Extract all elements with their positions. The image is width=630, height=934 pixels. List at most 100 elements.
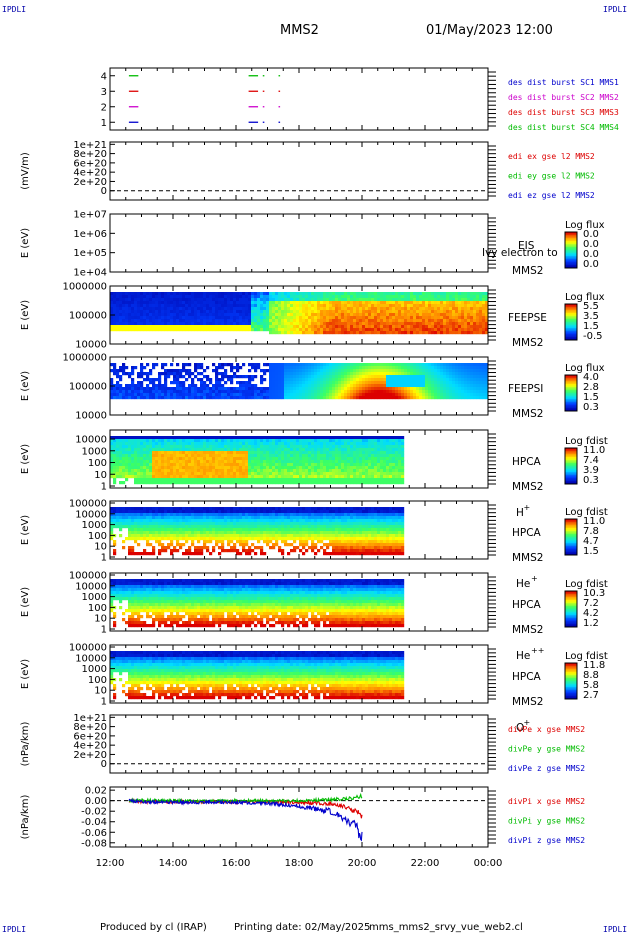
- colorbar-cell-hpca_he2: [565, 613, 577, 616]
- ytick-label-feepsi: 100000: [69, 382, 107, 393]
- ytick-label-divpi: -0.02: [81, 807, 107, 818]
- ytick-label-divpi: -0.08: [81, 838, 107, 849]
- colorbar-cell-hpca_he2: [565, 621, 577, 623]
- ylabel-edi: (mV/m): [20, 152, 31, 190]
- ylabel-hpca_o: E (eV): [20, 659, 31, 689]
- colorbar-cell-hpca_h: [565, 472, 577, 474]
- colorbar-cell-eis: [565, 239, 577, 242]
- colorbar-tick-eis: 0.0: [583, 239, 599, 250]
- ytick-label-edi: 0: [101, 186, 107, 197]
- colorbar-cell-eis: [565, 248, 577, 251]
- colorbar-tick-eis: 0.0: [583, 259, 599, 270]
- colorbar-cell-hpca_o: [565, 690, 577, 692]
- colorbar-title-eis: Log flux: [565, 220, 605, 231]
- legend-entry-edi: edi ex gse l2 MMS2: [508, 152, 595, 161]
- side-label-instrument-hpca_h: HPCA: [512, 456, 542, 468]
- colorbar-cell-eis: [565, 251, 577, 254]
- colorbar-cell-hpca_o: [565, 685, 577, 688]
- legend-entry-burst: des dist burst SC3 MMS3: [508, 108, 619, 117]
- corner-label-bottom-right: IPDLI: [603, 925, 627, 934]
- spectrogram-hpca_he2: [110, 579, 405, 628]
- colorbar-cell-feepse: [565, 323, 577, 326]
- colorbar-cell-eis: [565, 262, 577, 264]
- time-tick-label: 16:00: [222, 858, 251, 869]
- colorbar-cell-eis: [565, 263, 577, 266]
- spectrogram-hpca_he: [110, 507, 405, 556]
- divpi-series-z: [128, 798, 363, 842]
- colorbar-cell-hpca_h: [565, 455, 577, 458]
- colorbar-cell-hpca_o: [565, 693, 577, 695]
- colorbar-cell-hpca_he2: [565, 619, 577, 622]
- ytick-label-hpca_h: 10: [94, 470, 107, 481]
- colorbar-cell-feepse: [565, 319, 577, 321]
- species-label-hpca_h: H: [516, 507, 524, 519]
- colorbar-cell-hpca_o: [565, 673, 577, 676]
- colorbar-cell-eis: [565, 253, 577, 255]
- colorbar-cell-feepsi: [565, 402, 577, 404]
- colorbar-cell-feepsi: [565, 391, 577, 394]
- ylabel-feepse: E (eV): [20, 300, 31, 330]
- side-label-instrument-hpca_he: HPCA: [512, 527, 542, 539]
- legend-entry-divpi: divPi x gse MMS2: [508, 797, 585, 806]
- colorbar-cell-hpca_he: [565, 541, 577, 544]
- colorbar-cell-hpca_he2: [565, 592, 577, 595]
- ytick-label-hpca_o: 1: [101, 697, 107, 708]
- ytick-label-hpca_he2: 1: [101, 625, 107, 636]
- colorbar-cell-feepsi: [565, 375, 577, 377]
- ytick-label-hpca_he: 100000: [69, 499, 107, 510]
- colorbar-cell-hpca_he2: [565, 604, 577, 607]
- ytick-label-hpca_o: 10000: [75, 653, 107, 664]
- colorbar-cell-feepse: [565, 304, 577, 306]
- colorbar-cell-hpca_o: [565, 697, 577, 700]
- colorbar-cell-hpca_he2: [565, 594, 577, 596]
- colorbar-cell-feepsi: [565, 387, 577, 389]
- colorbar-cell-hpca_o: [565, 691, 577, 694]
- ytick-label-feepse: 100000: [69, 311, 107, 322]
- colorbar-cell-hpca_he2: [565, 616, 577, 619]
- colorbar-cell-hpca_o: [565, 684, 577, 686]
- colorbar-cell-hpca_h: [565, 478, 577, 480]
- colorbar-cell-feepse: [565, 322, 577, 324]
- colorbar-cell-feepsi: [565, 400, 577, 403]
- colorbar-frame-eis: [564, 231, 578, 269]
- colorbar-cell-hpca_he: [565, 526, 577, 529]
- ytick-label-divpi: 0.00: [85, 796, 107, 807]
- colorbar-cell-eis: [565, 265, 577, 267]
- colorbar-title-hpca_o: Log fdist: [565, 651, 608, 662]
- corner-label-top-right: IPDLI: [603, 5, 627, 14]
- colorbar-cell-feepsi: [565, 396, 577, 398]
- colorbar-cell-hpca_h: [565, 475, 577, 477]
- footer-produced-by: Produced by cl (IRAP): [100, 922, 207, 933]
- colorbar-cell-hpca_he2: [565, 597, 577, 599]
- colorbar-cell-hpca_o: [565, 681, 577, 683]
- ytick-label-hpca_h: 10000: [75, 435, 107, 446]
- colorbar-cell-eis: [565, 242, 577, 245]
- ytick-label-edi: 1e+21: [73, 140, 107, 151]
- colorbar-title-feepsi: Log flux: [565, 363, 605, 374]
- colorbar-cell-feepsi: [565, 399, 577, 401]
- colorbar-cell-hpca_he: [565, 537, 577, 539]
- colorbar-cell-hpca_h: [565, 469, 577, 471]
- ylabel-hpca_he: E (eV): [20, 515, 31, 545]
- colorbar-cell-feepsi: [565, 376, 577, 379]
- colorbar-cell-hpca_he2: [565, 609, 577, 611]
- ytick-label-hpca_h: 100: [88, 458, 107, 469]
- colorbar-cell-feepsi: [565, 385, 577, 388]
- colorbar-cell-hpca_h: [565, 457, 577, 459]
- panel-frame-divpe: [109, 714, 489, 774]
- colorbar-cell-hpca_he: [565, 549, 577, 551]
- colorbar-cell-eis: [565, 260, 577, 263]
- colorbar-cell-feepsi: [565, 381, 577, 383]
- colorbar-cell-feepse: [565, 314, 577, 317]
- legend-entry-burst: des dist burst SC4 MMS4: [508, 123, 619, 132]
- colorbar-tick-hpca_he2: 1.2: [583, 618, 599, 629]
- colorbar-cell-hpca_h: [565, 482, 577, 485]
- colorbar-cell-hpca_he: [565, 520, 577, 523]
- colorbar-cell-feepse: [565, 308, 577, 311]
- ytick-label-hpca_he: 100: [88, 531, 107, 542]
- time-tick-label: 14:00: [159, 858, 188, 869]
- colorbar-cell-hpca_he: [565, 543, 577, 545]
- colorbar-title-feepse: Log flux: [565, 292, 605, 303]
- ylabel-divpi: (nPa/km): [20, 795, 31, 840]
